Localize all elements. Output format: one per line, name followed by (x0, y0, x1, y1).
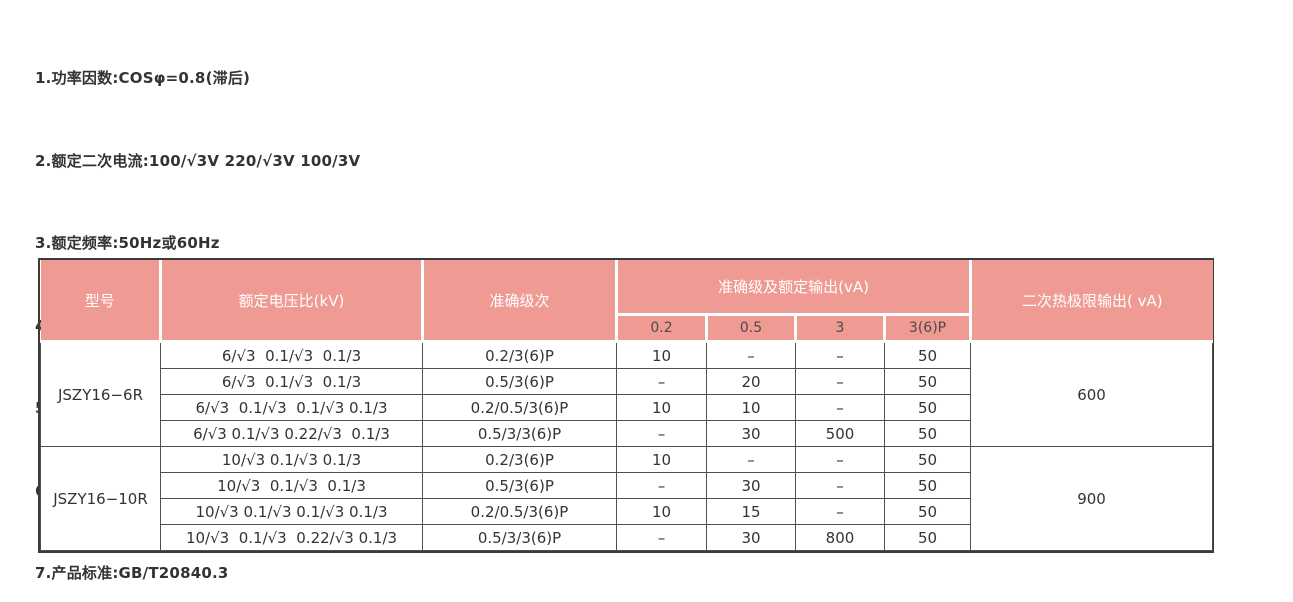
output-3-cell: 800 (795, 524, 885, 551)
table-header-row-main: 型号 额定电压比(kV) 准确级次 准确级及额定输出(vA) 二次热极限输出( … (40, 260, 1213, 343)
col-header-voltage-ratio: 额定电压比(kV) (159, 260, 423, 343)
accuracy-class-cell: 0.2/0.5/3(6)P (422, 498, 617, 525)
ratio-cell: 10/√3 0.1/√3 0.1/√3 0.1/3 (160, 498, 423, 525)
accuracy-class-cell: 0.2/0.5/3(6)P (422, 394, 617, 421)
output-0.2-cell: – (616, 420, 707, 447)
accuracy-class-cell: 0.5/3/3(6)P (422, 524, 617, 551)
spec-table-wrapper: 型号 额定电压比(kV) 准确级次 准确级及额定输出(vA) 二次热极限输出( … (38, 258, 1214, 553)
accuracy-class-cell: 0.5/3(6)P (422, 368, 617, 395)
output-0.2-cell: – (616, 524, 707, 551)
table-row: JSZY16−6R 6/√3 0.1/√3 0.1/3 0.2/3(6)P 10… (40, 341, 1214, 447)
output-3-cell: – (795, 498, 885, 525)
table-row: 10/√3 0.1/√3 0.1/√3 0.1/3 0.2/0.5/3(6)P … (41, 498, 1213, 525)
model-cell: JSZY16−10R (40, 446, 161, 551)
output-0.2-cell: 10 (616, 446, 707, 473)
output-0.2-cell: 10 (616, 394, 707, 421)
table-row: 10/√3 0.1/√3 0.22/√3 0.1/3 0.5/3/3(6)P –… (41, 524, 1213, 551)
ratio-cell: 10/√3 0.1/√3 0.22/√3 0.1/3 (160, 524, 423, 551)
output-3-cell: – (795, 394, 885, 421)
spec-table: 型号 额定电压比(kV) 准确级次 准确级及额定输出(vA) 二次热极限输出( … (40, 260, 1214, 551)
output-3-cell: – (795, 446, 885, 473)
ratio-cell: 10/√3 0.1/√3 0.1/3 (160, 446, 423, 473)
output-0.5-cell: 30 (706, 420, 796, 447)
col-header-accuracy-class: 准确级次 (421, 260, 617, 343)
ratio-cell: 10/√3 0.1/√3 0.1/3 (160, 472, 423, 499)
col-header-accuracy-output-group: 准确级及额定输出(vA) (614, 260, 971, 315)
output-3-cell: – (795, 341, 885, 369)
output-3(6)P-cell: 50 (883, 472, 972, 499)
output-3-cell: – (795, 368, 885, 395)
output-0.5-cell: 10 (706, 394, 796, 421)
output-3(6)P-cell: 50 (883, 498, 972, 525)
col-header-output-0.5: 0.5 (705, 313, 796, 343)
table-row: 6/√3 0.1/√3 0.22/√3 0.1/3 0.5/3/3(6)P – … (41, 420, 1213, 447)
col-header-output-3(6)P: 3(6)P (882, 313, 971, 343)
ratio-cell: 6/√3 0.1/√3 0.22/√3 0.1/3 (160, 420, 423, 447)
output-0.5-cell: 30 (706, 524, 796, 551)
accuracy-class-cell: 0.5/3/3(6)P (422, 420, 617, 447)
col-header-model: 型号 (40, 260, 161, 343)
output-3(6)P-cell: 50 (883, 394, 972, 421)
col-header-output-0.2: 0.2 (615, 313, 707, 343)
output-0.2-cell: 10 (616, 341, 707, 369)
accuracy-class-cell: 0.2/3(6)P (422, 341, 617, 369)
output-3(6)P-cell: 50 (883, 446, 972, 473)
ratio-cell: 6/√3 0.1/√3 0.1/3 (160, 368, 423, 395)
col-header-output-3: 3 (794, 313, 885, 343)
output-0.5-cell: – (706, 341, 796, 369)
ratio-cell: 6/√3 0.1/√3 0.1/√3 0.1/3 (160, 394, 423, 421)
output-3(6)P-cell: 50 (883, 368, 972, 395)
output-3(6)P-cell: 50 (883, 341, 972, 369)
accuracy-class-cell: 0.5/3(6)P (422, 472, 617, 499)
col-header-thermal-limit: 二次热极限输出( vA) (969, 260, 1213, 343)
output-0.5-cell: 30 (706, 472, 796, 499)
output-3(6)P-cell: 50 (883, 420, 972, 447)
thermal-limit-cell: 900 (970, 446, 1214, 551)
model-cell: JSZY16−6R (40, 341, 161, 447)
ratio-cell: 6/√3 0.1/√3 0.1/3 (160, 341, 423, 369)
table-row: 6/√3 0.1/√3 0.1/3 0.5/3(6)P – 20 – 50 (41, 368, 1213, 395)
accuracy-class-cell: 0.2/3(6)P (422, 446, 617, 473)
output-3(6)P-cell: 50 (883, 524, 972, 551)
spec-note-1: 1.功率因数:COSφ=0.8(滞后) (35, 69, 251, 87)
spec-note-2: 2.额定二次电流:100/√3V 220/√3V 100/3V (35, 151, 361, 170)
output-0.2-cell: – (616, 368, 707, 395)
output-3-cell: 500 (795, 420, 885, 447)
output-3-cell: – (795, 472, 885, 499)
thermal-limit-cell: 600 (970, 341, 1214, 447)
spec-note-7: 7.产品标准:GB/T20840.3 (35, 564, 229, 582)
table-row: JSZY16−10R 10/√3 0.1/√3 0.1/3 0.2/3(6)P … (40, 446, 1214, 551)
output-0.5-cell: – (706, 446, 796, 473)
output-0.5-cell: 20 (706, 368, 796, 395)
spec-note-3: 3.额定频率:50Hz或60Hz (35, 234, 220, 252)
output-0.5-cell: 15 (706, 498, 796, 525)
table-row: 6/√3 0.1/√3 0.1/√3 0.1/3 0.2/0.5/3(6)P 1… (41, 394, 1213, 421)
output-0.2-cell: 10 (616, 498, 707, 525)
table-header-row-sub: 0.2 0.5 3 3(6)P (41, 313, 1213, 343)
output-0.2-cell: – (616, 472, 707, 499)
